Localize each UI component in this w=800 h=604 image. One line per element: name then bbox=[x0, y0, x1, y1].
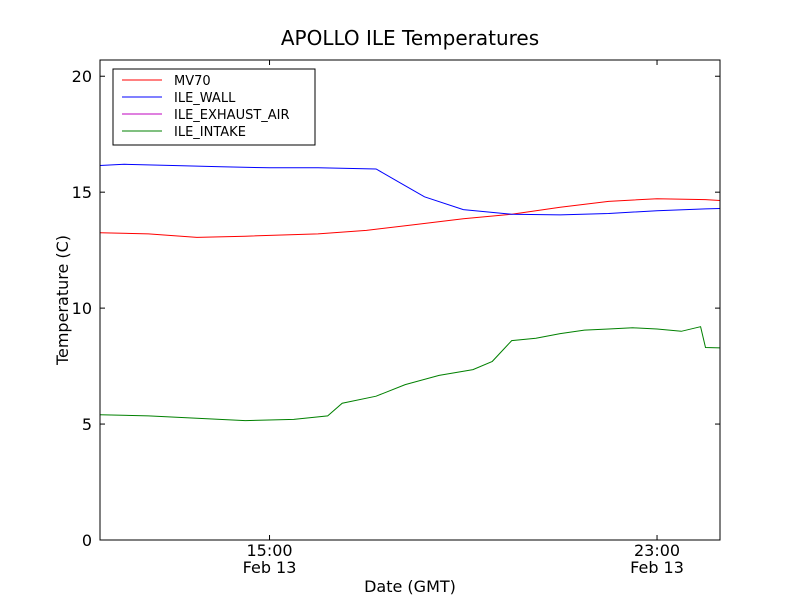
y-axis: 0 5 10 15 20 bbox=[72, 67, 720, 550]
y-tick-label: 0 bbox=[82, 531, 92, 550]
plot-frame bbox=[99, 59, 721, 541]
series-line-ile-wall bbox=[100, 163, 720, 216]
legend-label-ile-wall: ILE_WALL bbox=[174, 91, 236, 106]
y-tick-label: 5 bbox=[82, 415, 92, 434]
series-layer bbox=[100, 163, 720, 422]
y-tick-label: 10 bbox=[72, 299, 92, 318]
series-line-ile-intake bbox=[100, 326, 720, 422]
legend-label-ile-exhaust-air: ILE_EXHAUST_AIR bbox=[174, 108, 290, 123]
y-tick-label: 15 bbox=[72, 183, 92, 202]
x-tick-label-time: 15:00 bbox=[246, 541, 292, 560]
y-axis-label: Temperature (C) bbox=[53, 235, 72, 366]
y-tick-label: 20 bbox=[72, 67, 92, 86]
legend-label-mv70: MV70 bbox=[174, 74, 211, 89]
chart-title: APOLLO ILE Temperatures bbox=[281, 26, 539, 50]
legend-label-ile-intake: ILE_INTAKE bbox=[174, 125, 246, 140]
series-line-mv70 bbox=[100, 198, 720, 238]
x-tick-label-time: 23:00 bbox=[634, 541, 680, 560]
legend-box bbox=[112, 68, 316, 146]
x-axis-label: Date (GMT) bbox=[364, 577, 456, 596]
x-tick-label-date: Feb 13 bbox=[630, 558, 684, 577]
x-tick-label-date: Feb 13 bbox=[243, 558, 297, 577]
legend: MV70 ILE_WALL ILE_EXHAUST_AIR ILE_INTAKE bbox=[112, 68, 316, 146]
